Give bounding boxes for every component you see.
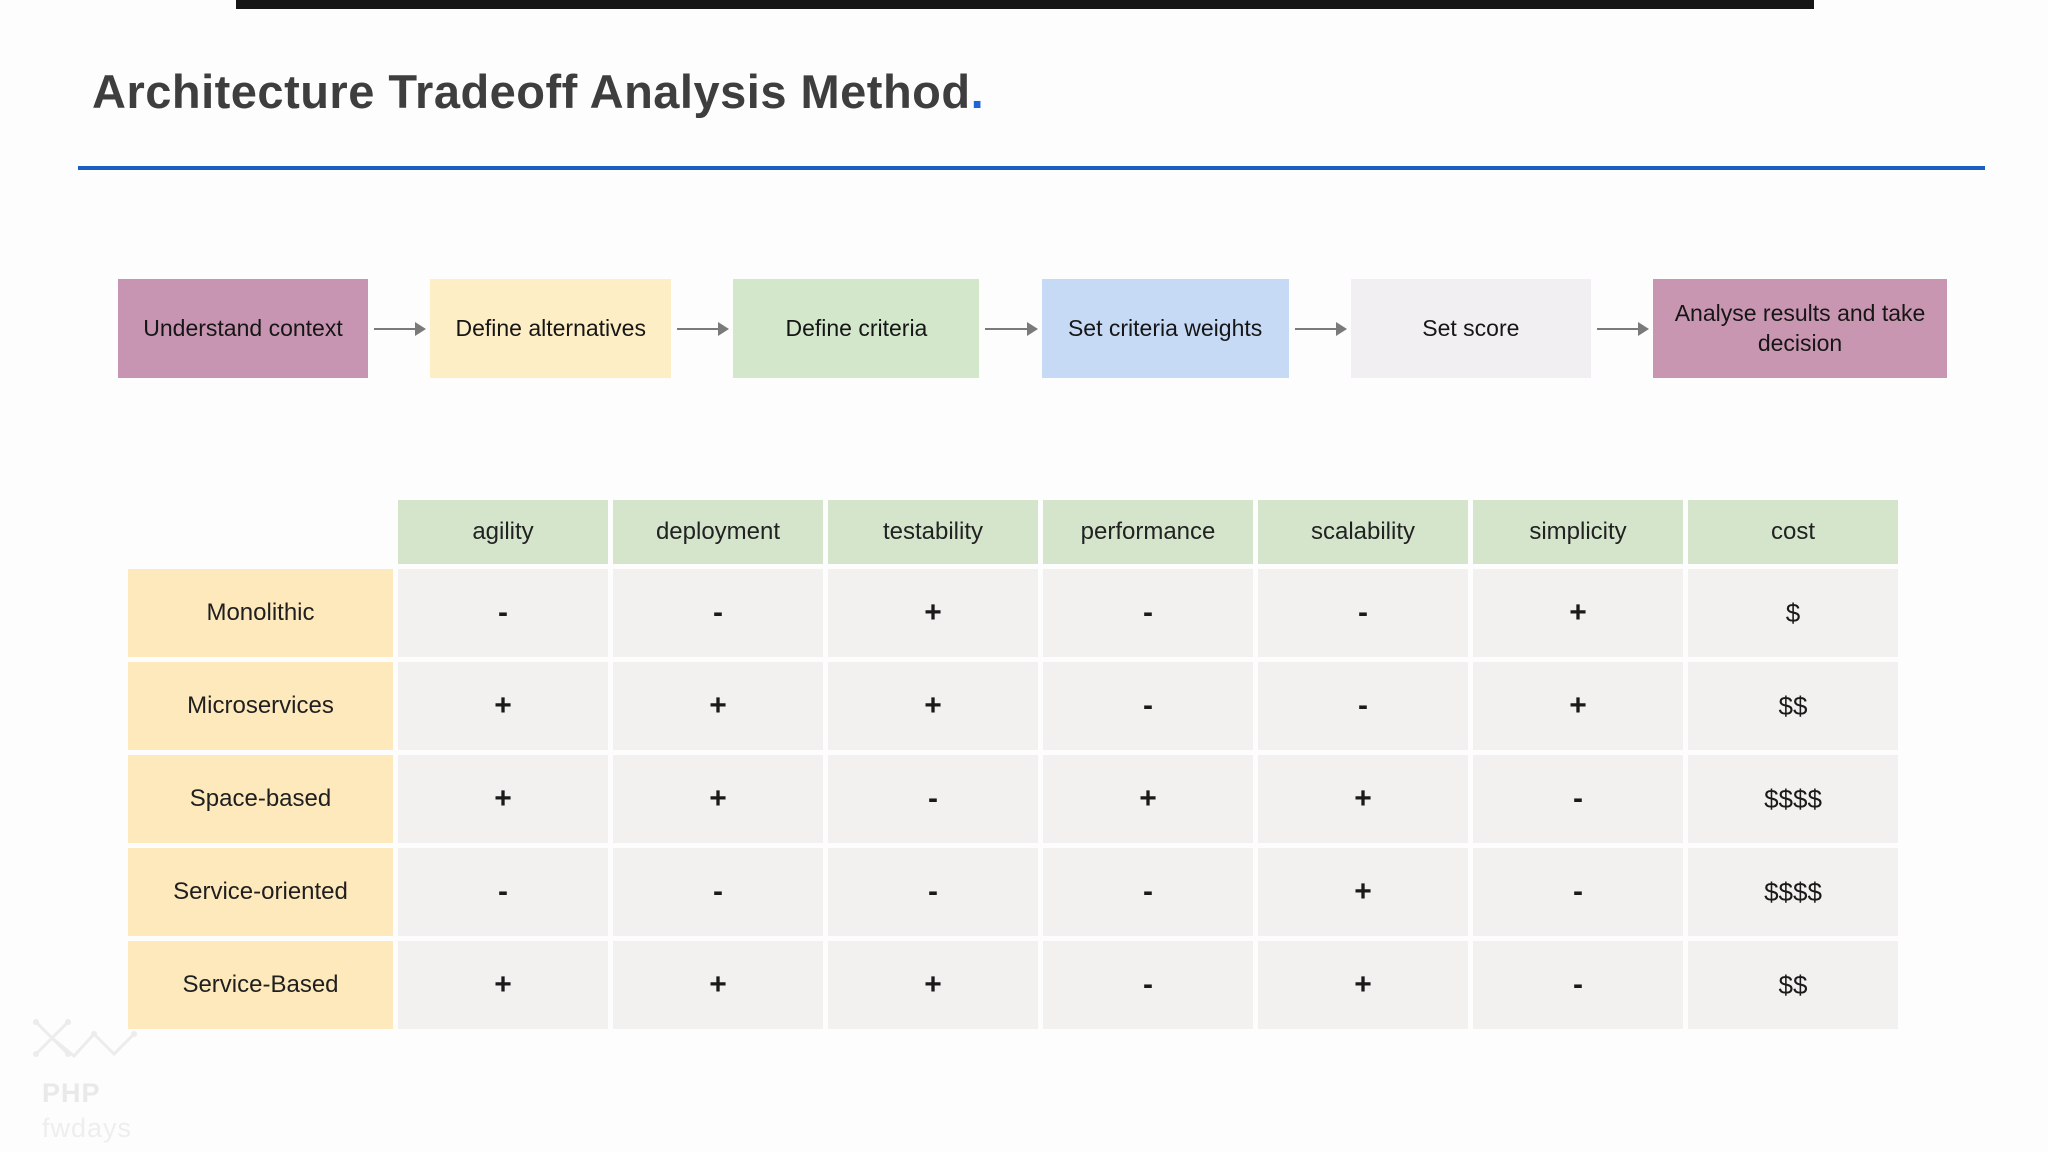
flow-step-understand-context: Understand context [118,279,368,378]
table-cell: + [1473,662,1683,750]
table-cell: - [1043,848,1253,936]
fwdays-watermark: PHP fwdays [28,1014,178,1144]
watermark-fwdays-label: fwdays [42,1113,133,1143]
row-label-space-based: Space-based [128,755,393,843]
page-title: Architecture Tradeoff Analysis Method. [92,64,984,119]
table-cell: - [1043,941,1253,1029]
table-cell: - [613,848,823,936]
table-cell: + [1258,941,1468,1029]
arrow-right-icon [1596,321,1650,336]
column-header-testability: testability [828,500,1038,564]
page-title-text: Architecture Tradeoff Analysis Method [92,65,971,118]
table-cell: - [828,755,1038,843]
table-cell: - [1473,755,1683,843]
watermark-php-label: PHP [42,1078,101,1108]
table-cell: + [613,755,823,843]
title-underline-rule [78,166,1985,170]
flow-step-set-criteria-weights: Set criteria weights [1041,279,1289,378]
zigzag-chart-icon [33,1019,137,1059]
table-cell: - [398,848,608,936]
table-cell: + [1258,755,1468,843]
table-cell: - [828,848,1038,936]
table-cell: + [398,755,608,843]
table-cell: + [1473,569,1683,657]
row-label-service-based: Service-Based [128,941,393,1029]
top-edge-bar [236,0,1814,9]
column-header-scalability: scalability [1258,500,1468,564]
table-cell: - [1043,569,1253,657]
arrow-right-icon [677,321,730,336]
table-cell: - [613,569,823,657]
table-cell: - [1043,662,1253,750]
table-cell: - [398,569,608,657]
page-title-period: . [970,65,984,118]
table-cell: + [828,662,1038,750]
table-cell-cost: $$$$ [1688,755,1898,843]
flow-step-define-criteria: Define criteria [733,279,980,378]
table-cell: + [398,662,608,750]
table-cell: - [1473,941,1683,1029]
table-cell: - [1473,848,1683,936]
row-label-service-oriented: Service-oriented [128,848,393,936]
table-cell: + [398,941,608,1029]
table-cell-cost: $$ [1688,941,1898,1029]
table-cell: + [613,941,823,1029]
column-header-agility: agility [398,500,608,564]
column-header-deployment: deployment [613,500,823,564]
table-corner-cell [128,500,393,564]
column-header-performance: performance [1043,500,1253,564]
table-cell-cost: $ [1688,569,1898,657]
table-cell: + [1258,848,1468,936]
arrow-right-icon [1294,321,1348,336]
table-cell-cost: $$ [1688,662,1898,750]
architecture-comparison-table: agility deployment testability performan… [128,500,1898,1029]
table-cell: + [613,662,823,750]
row-label-monolithic: Monolithic [128,569,393,657]
table-cell: + [828,569,1038,657]
table-cell: + [828,941,1038,1029]
table-cell: - [1258,569,1468,657]
table-cell: + [1043,755,1253,843]
arrow-right-icon [985,321,1038,336]
column-header-cost: cost [1688,500,1898,564]
atam-flowchart: Understand context Define alternatives D… [118,279,1948,378]
flow-step-analyse-results: Analyse results and take decision [1653,279,1948,378]
table-cell-cost: $$$$ [1688,848,1898,936]
column-header-simplicity: simplicity [1473,500,1683,564]
flow-step-set-score: Set score [1350,279,1591,378]
row-label-microservices: Microservices [128,662,393,750]
table-cell: - [1258,662,1468,750]
arrow-right-icon [374,321,427,336]
flow-step-define-alternatives: Define alternatives [430,279,672,378]
